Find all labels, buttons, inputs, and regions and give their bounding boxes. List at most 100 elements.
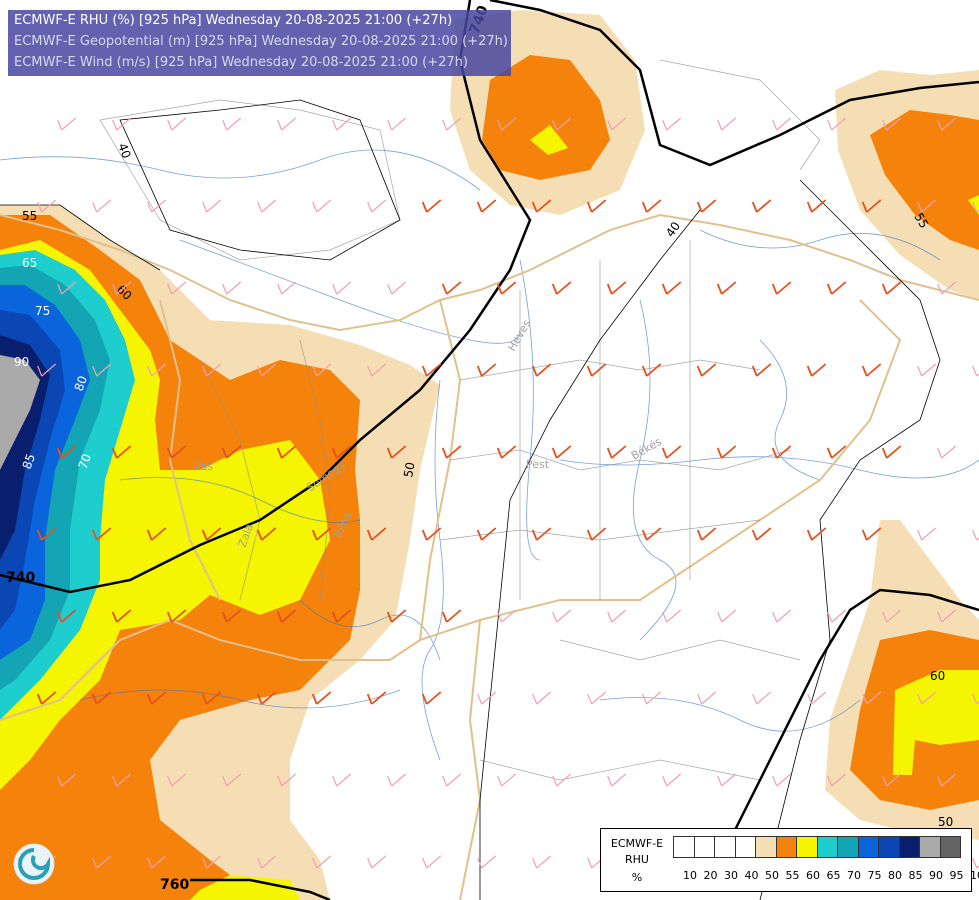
wind-barb: [57, 281, 77, 295]
title-geopotential: ECMWF-E Geopotential (m) [925 hPa] Wedne…: [14, 34, 508, 49]
wind-barb: [937, 445, 957, 459]
rivers: [0, 149, 979, 761]
wind-barb: [661, 445, 682, 459]
wind-barb: [697, 691, 717, 705]
wind-barb: [696, 363, 717, 377]
wind-barb: [366, 527, 387, 541]
wind-barb: [476, 527, 497, 541]
wind-barb: [442, 773, 462, 787]
wind-barb: [37, 199, 57, 213]
wind-barb: [937, 773, 957, 787]
legend-tick: 100: [970, 869, 979, 882]
wind-barb: [167, 281, 187, 295]
wind-barb: [937, 281, 957, 295]
wind-barb: [92, 199, 112, 213]
wind-barb: [91, 691, 112, 705]
legend-tick: 40: [744, 869, 759, 882]
label-rh-90: 90: [14, 355, 29, 369]
region-label-vas: Vas: [194, 460, 213, 473]
wind-barb: [221, 445, 242, 459]
wind-barb: [827, 117, 847, 131]
wind-barb: [861, 199, 882, 213]
legend-swatch: [939, 836, 961, 858]
region-label-pest: Pest: [526, 458, 550, 471]
wind-barb: [751, 363, 772, 377]
label-rh-75: 75: [35, 304, 50, 318]
wind-barb: [496, 445, 517, 459]
wind-barb: [586, 199, 607, 213]
wind-barb: [717, 609, 737, 623]
legend-tick: 90: [929, 869, 943, 882]
wind-barb: [332, 117, 352, 131]
rh-55-area-north: [482, 55, 610, 180]
wind-barb: [277, 281, 297, 295]
wind-barb: [222, 281, 242, 295]
wind-barb: [716, 281, 737, 295]
wind-barb: [57, 117, 77, 131]
wind-barb: [111, 609, 132, 623]
rh-field-southeast: [825, 520, 979, 840]
wind-barb: [882, 609, 902, 623]
wind-barb: [531, 527, 552, 541]
rh-field-northeast: [835, 70, 979, 300]
wind-barb: [661, 281, 682, 295]
wind-barb: [662, 117, 682, 131]
wind-barb: [332, 773, 352, 787]
wind-barb: [642, 691, 662, 705]
wind-barb: [91, 527, 112, 541]
wind-barb: [421, 199, 442, 213]
wind-barb: [641, 199, 662, 213]
wind-barb: [716, 445, 737, 459]
wind-barb: [257, 855, 277, 869]
legend-tick: 55: [785, 869, 800, 882]
wind-barb: [276, 445, 297, 459]
wind-barb: [881, 281, 902, 295]
wind-barb: [36, 691, 57, 705]
wind-barb: [421, 363, 442, 377]
logo-icon: [12, 842, 56, 886]
legend-swatch: [857, 836, 879, 858]
wind-barb: [221, 609, 242, 623]
wind-barb: [882, 117, 902, 131]
wind-barb: [311, 691, 332, 705]
color-legend: ECMWF-E RHU % 10 20 30 40 50 55 60 65 70 75 80 85 90…: [600, 828, 979, 892]
wind-barb: [166, 445, 187, 459]
wind-barb: [497, 773, 517, 787]
wind-barb: [772, 773, 792, 787]
wind-barb: [751, 199, 772, 213]
map-title-panel: ECMWF-E RHU (%) [925 hPa] Wednesday 20-0…: [8, 10, 511, 76]
wind-barb: [937, 609, 957, 623]
wind-barb: [92, 855, 112, 869]
wind-barb: [276, 609, 297, 623]
wind-barb: [662, 609, 682, 623]
wind-barb: [366, 691, 387, 705]
wind-barb: [696, 527, 717, 541]
wind-barb: [112, 281, 132, 295]
legend-swatch: [816, 836, 838, 858]
wind-barb: [606, 281, 627, 295]
legend-tick: 30: [724, 869, 738, 882]
wind-barb: [146, 527, 167, 541]
wind-barb: [972, 857, 979, 869]
wind-barb: [167, 117, 187, 131]
wind-barb: [607, 609, 627, 623]
wind-barb: [606, 445, 627, 459]
wind-barb: [256, 527, 277, 541]
wind-barb: [972, 693, 979, 705]
wind-barb: [257, 363, 277, 377]
legend-tick: 75: [867, 869, 882, 882]
wind-barb: [497, 117, 517, 131]
wind-barb: [477, 691, 497, 705]
title-rhu: ECMWF-E RHU (%) [925 hPa] Wednesday 20-0…: [14, 13, 453, 28]
wind-barb: [387, 117, 407, 131]
wind-barb: [917, 691, 937, 705]
wind-barb: [441, 609, 462, 623]
wind-barb: [421, 527, 442, 541]
legend-swatch: [734, 836, 756, 858]
wind-barb: [497, 609, 517, 623]
wind-barb: [552, 117, 572, 131]
wind-barb: [552, 609, 572, 623]
wind-barb: [387, 281, 407, 295]
